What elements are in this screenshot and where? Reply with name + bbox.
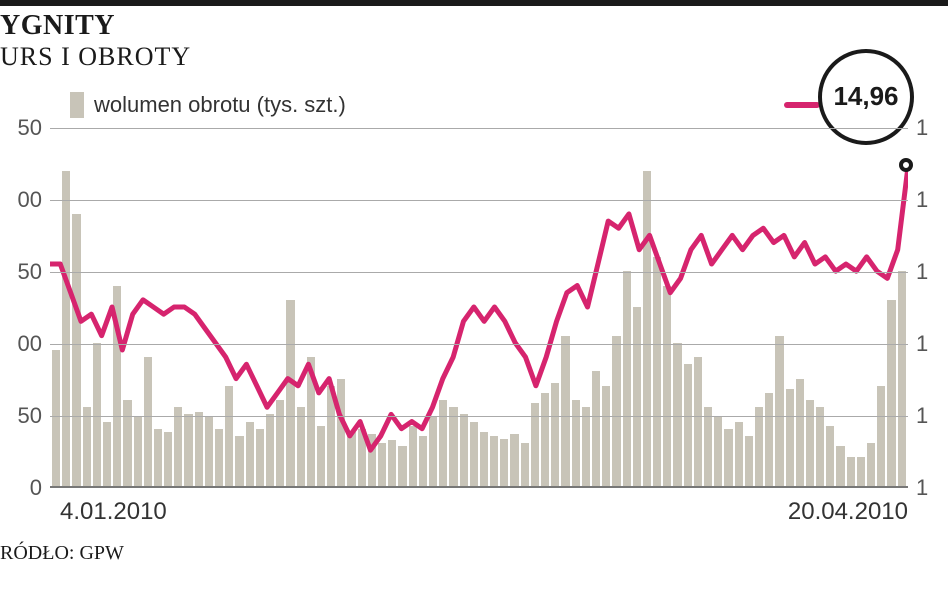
y-axis-right: 111111 <box>908 128 938 488</box>
gridline <box>50 272 908 273</box>
end-point-marker <box>899 158 913 172</box>
y-right-tick: 1 <box>916 259 928 285</box>
legend-bar-swatch <box>70 92 84 118</box>
y-right-tick: 1 <box>916 331 928 357</box>
chart-header: YGNITY URS I OBROTY <box>0 6 948 74</box>
plot-region: 14,96 <box>50 128 908 488</box>
gridline <box>50 128 908 129</box>
gridline <box>50 344 908 345</box>
legend-line-swatch <box>784 102 820 108</box>
callout-value: 14,96 <box>833 81 898 112</box>
y-left-tick: 50 <box>18 259 42 285</box>
y-right-tick: 1 <box>916 475 928 501</box>
chart-legend: wolumen obrotu (tys. szt.) kurs (zł) <box>0 74 948 128</box>
y-left-tick: 00 <box>18 331 42 357</box>
y-right-tick: 1 <box>916 115 928 141</box>
y-right-tick: 1 <box>916 403 928 429</box>
x-start-label: 4.01.2010 <box>60 498 167 526</box>
chart-title: YGNITY <box>0 10 948 42</box>
y-left-tick: 50 <box>18 115 42 141</box>
price-callout: 14,96 <box>818 49 914 145</box>
gridline <box>50 200 908 201</box>
gridline <box>50 416 908 417</box>
legend-volume-label: wolumen obrotu (tys. szt.) <box>94 92 346 118</box>
chart-subtitle: URS I OBROTY <box>0 42 948 72</box>
legend-volume: wolumen obrotu (tys. szt.) <box>70 92 346 118</box>
y-axis-left: 05000500050 <box>0 128 50 488</box>
y-left-tick: 0 <box>30 475 42 501</box>
price-line <box>50 128 908 486</box>
source-label: RÓDŁO: GPW <box>0 542 124 564</box>
y-left-tick: 50 <box>18 403 42 429</box>
y-left-tick: 00 <box>18 187 42 213</box>
x-end-label: 20.04.2010 <box>788 498 908 526</box>
source-line: RÓDŁO: GPW <box>0 526 948 565</box>
x-axis: 4.01.2010 20.04.2010 <box>0 488 948 526</box>
chart-area: 05000500050 111111 14,96 <box>0 128 938 488</box>
y-right-tick: 1 <box>916 187 928 213</box>
